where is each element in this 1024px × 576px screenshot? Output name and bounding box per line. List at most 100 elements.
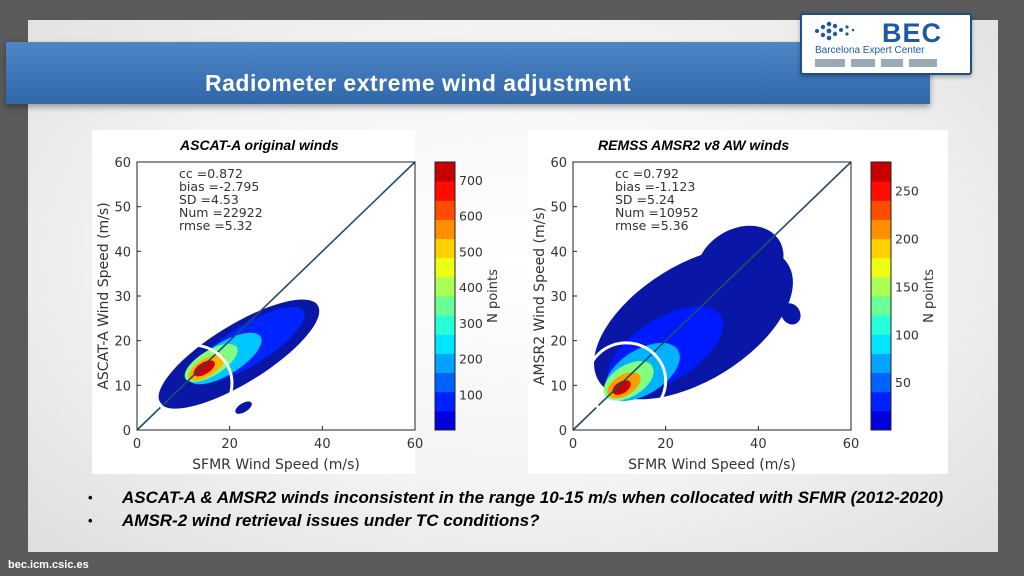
chart-title-amsr2: REMSS AMSR2 v8 AW winds: [598, 137, 790, 153]
stat-line: cc =0.792: [615, 166, 679, 181]
density-contour: [696, 225, 784, 304]
y-tick-label: 10: [550, 379, 567, 394]
x-tick-label: 40: [314, 437, 331, 452]
stat-line: Num =22922: [179, 205, 263, 220]
density-contour: [193, 360, 215, 377]
x-tick-label: 20: [657, 437, 674, 452]
density-contour: [780, 303, 801, 325]
colorbar-segment: [871, 372, 891, 393]
colorbar-segment: [435, 410, 455, 431]
x-axis-label: SFMR Wind Speed (m/s): [192, 457, 360, 473]
bullet-text: AMSR-2 wind retrieval issues under TC co…: [122, 511, 540, 530]
x-tick-label: 40: [750, 437, 767, 452]
density-contour: [235, 401, 252, 414]
colorbar-segment: [435, 296, 455, 316]
x-tick-label: 20: [221, 437, 238, 452]
colorbar-segment: [435, 372, 455, 393]
colorbar-label: N points: [486, 269, 501, 323]
colorbar-tick-label: 100: [895, 327, 919, 342]
logo-wordmark: BEC: [882, 18, 943, 48]
slide-title: Radiometer extreme wind adjustment: [205, 70, 631, 96]
globe-logo-icon: [815, 21, 855, 41]
colorbar-tick-label: 200: [895, 232, 919, 247]
one-to-one-line: [572, 161, 852, 431]
partner-logos: [815, 59, 965, 69]
colorbar-segment: [435, 219, 455, 240]
logo-subtitle: Barcelona Expert Center: [815, 45, 925, 56]
stat-line: cc =0.872: [179, 166, 243, 181]
y-tick-label: 60: [114, 156, 131, 171]
colorbar-segment: [871, 162, 891, 182]
y-tick-label: 40: [550, 245, 567, 260]
colorbar-segment: [435, 315, 455, 335]
colorbar-segment: [435, 334, 455, 354]
highlight-circle: [151, 343, 234, 423]
colorbar-segment: [435, 181, 455, 201]
colorbar-tick-label: 600: [459, 209, 483, 224]
colorbar-tick-label: 250: [895, 184, 919, 199]
stat-line: SD =5.24: [615, 192, 675, 207]
stat-line: rmse =5.32: [179, 218, 253, 233]
stat-line: rmse =5.36: [615, 218, 689, 233]
x-tick-label: 60: [407, 437, 424, 452]
y-tick-label: 50: [550, 201, 567, 216]
colorbar-segment: [435, 200, 455, 220]
colorbar-frame: [870, 161, 892, 431]
colorbar-frame: [434, 161, 456, 431]
y-tick-label: 60: [550, 156, 567, 171]
y-tick-label: 20: [114, 335, 131, 350]
x-tick-label: 60: [843, 437, 860, 452]
bullet-text: ASCAT-A & AMSR2 winds inconsistent in th…: [122, 488, 944, 507]
colorbar-label: N points: [922, 269, 937, 323]
stat-line: Num =10952: [615, 205, 699, 220]
y-tick-label: 0: [559, 424, 567, 439]
y-tick-label: 20: [550, 335, 567, 350]
colorbar-segment: [871, 391, 891, 412]
colorbar-tick-label: 400: [459, 280, 483, 295]
y-tick-label: 0: [123, 424, 131, 439]
density-contour: [612, 380, 631, 395]
title-bar: [6, 42, 930, 104]
y-tick-label: 40: [114, 245, 131, 260]
colorbar-segment: [871, 181, 891, 201]
footer-url: bec.icm.csic.es: [8, 559, 89, 571]
colorbar-segment: [435, 238, 455, 259]
one-to-one-line: [136, 161, 416, 431]
x-tick-label: 0: [133, 437, 141, 452]
y-axis-label: AMSR2 Wind Speed (m/s): [532, 207, 548, 385]
colorbar-tick-label: 100: [459, 387, 483, 402]
colorbar-tick-label: 300: [459, 316, 483, 331]
bullet-marker: •: [88, 490, 93, 505]
x-axis-label: SFMR Wind Speed (m/s): [628, 457, 796, 473]
colorbar-segment: [435, 391, 455, 412]
colorbar-segment: [871, 353, 891, 374]
colorbar-segment: [435, 276, 455, 297]
chart-amsr2: 0 20 40 60 0 10 20 30 40 50 60 SFMR Wind Speed (m/s…: [532, 156, 937, 473]
bullet-item: • ASCAT-A & AMSR2 winds inconsistent in …: [88, 486, 988, 509]
colorbar-segment: [871, 334, 891, 354]
colorbar-tick-label: 150: [895, 279, 919, 294]
chart-title-ascat: ASCAT-A original winds: [180, 137, 339, 153]
colorbar-segment: [871, 276, 891, 297]
bullet-marker: •: [88, 513, 93, 528]
y-tick-label: 50: [114, 201, 131, 216]
colorbar-segment: [435, 162, 455, 182]
density-layer: [158, 299, 320, 414]
highlight-circle: [585, 341, 668, 421]
colorbar-segment: [871, 410, 891, 431]
colorbar-segment: [871, 296, 891, 316]
y-tick-label: 10: [114, 379, 131, 394]
colorbar-segment: [871, 315, 891, 335]
colorbar-tick-label: 500: [459, 244, 483, 259]
bullet-item: • AMSR-2 wind retrieval issues under TC …: [88, 509, 988, 532]
colorbar-tick-label: 200: [459, 352, 483, 367]
colorbar-segment: [871, 238, 891, 259]
colorbar-segment: [435, 353, 455, 374]
bullet-list: • ASCAT-A & AMSR2 winds inconsistent in …: [88, 486, 988, 532]
y-tick-label: 30: [114, 290, 131, 305]
colorbar-segment: [871, 257, 891, 278]
y-tick-label: 30: [550, 290, 567, 305]
stat-line: SD =4.53: [179, 192, 239, 207]
y-axis-label: ASCAT-A Wind Speed (m/s): [96, 202, 112, 389]
